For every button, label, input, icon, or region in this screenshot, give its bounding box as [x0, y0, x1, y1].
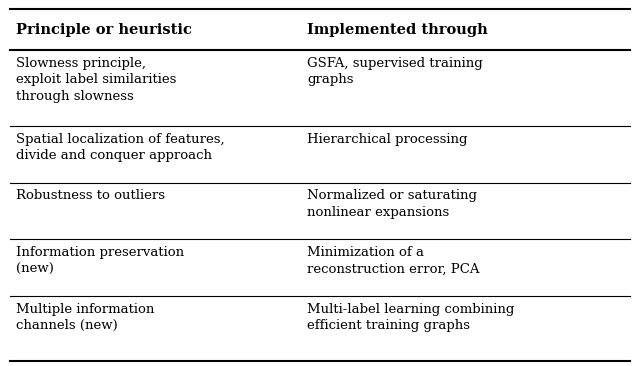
Text: Robustness to outliers: Robustness to outliers: [16, 190, 165, 202]
Text: Hierarchical processing: Hierarchical processing: [307, 133, 468, 146]
Text: Multi-label learning combining
efficient training graphs: Multi-label learning combining efficient…: [307, 303, 515, 332]
Text: Principle or heuristic: Principle or heuristic: [16, 23, 192, 37]
Text: Minimization of a
reconstruction error, PCA: Minimization of a reconstruction error, …: [307, 246, 480, 276]
Text: Information preservation
(new): Information preservation (new): [16, 246, 184, 276]
Text: Multiple information
channels (new): Multiple information channels (new): [16, 303, 154, 332]
Text: Normalized or saturating
nonlinear expansions: Normalized or saturating nonlinear expan…: [307, 190, 477, 219]
Text: Spatial localization of features,
divide and conquer approach: Spatial localization of features, divide…: [16, 133, 225, 163]
Text: Slowness principle,
exploit label similarities
through slowness: Slowness principle, exploit label simila…: [16, 57, 177, 103]
Text: Implemented through: Implemented through: [307, 23, 488, 37]
Text: GSFA, supervised training
graphs: GSFA, supervised training graphs: [307, 57, 483, 86]
